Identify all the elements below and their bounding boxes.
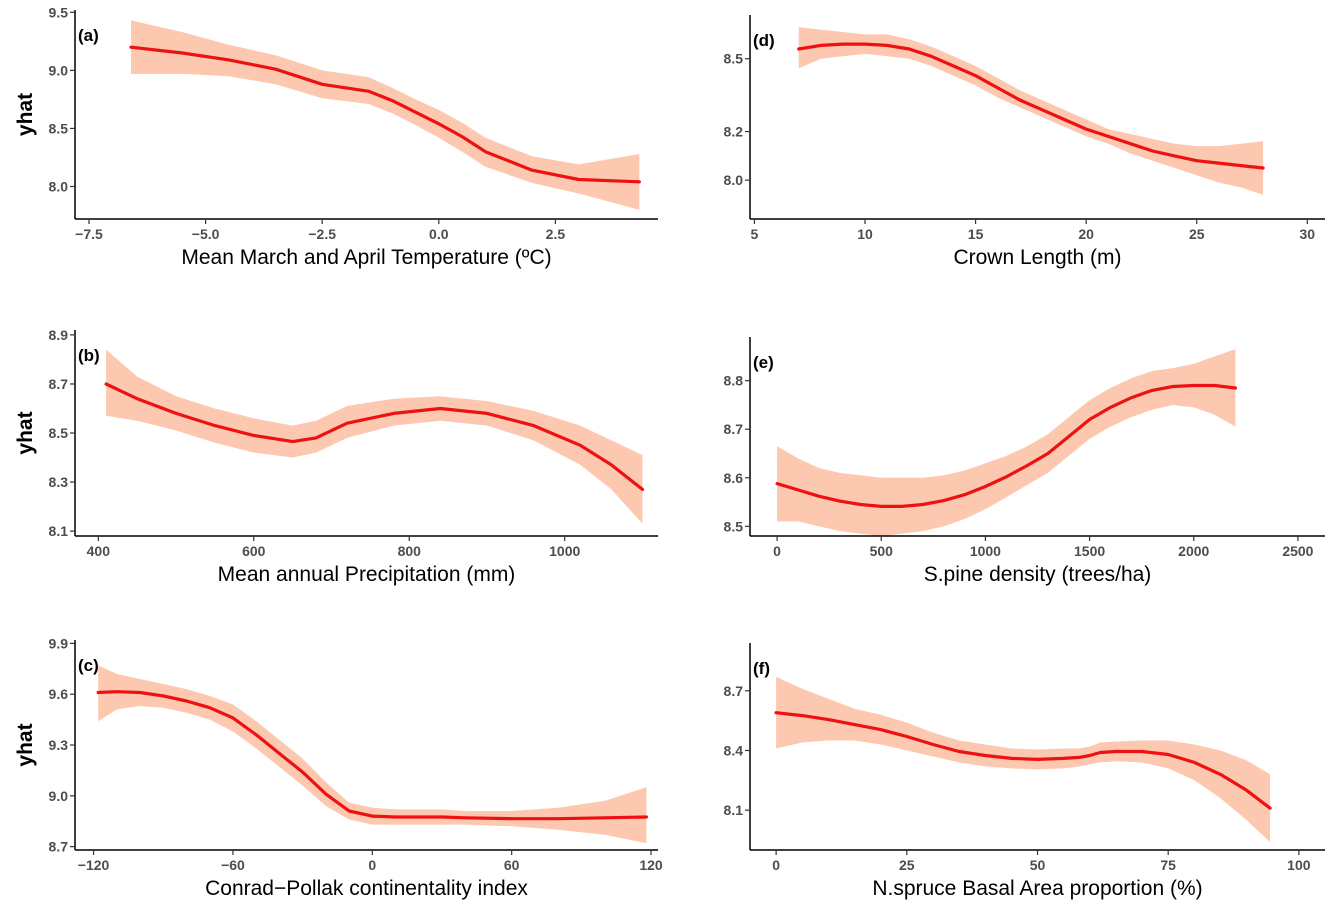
x-tick-label: 2500 bbox=[1282, 543, 1313, 559]
fit-line bbox=[96, 690, 649, 821]
y-tick-label: 8.3 bbox=[49, 474, 69, 490]
panel-e: 0 500 1000 1500 2000 2500 8.5 8.6 8.7 8.8 S.pine d… bbox=[724, 337, 1325, 586]
confidence-band bbox=[98, 665, 647, 844]
fit-line bbox=[104, 382, 645, 491]
y-tick-label: 8.0 bbox=[724, 172, 744, 188]
panel-f: 0 25 50 75 100 8.1 8.4 8.7 N.spruce Basal Area p… bbox=[724, 643, 1325, 900]
x-tick-label: −120 bbox=[78, 857, 110, 873]
y-tick-label: 8.6 bbox=[724, 470, 744, 486]
panel-label: (c) bbox=[78, 656, 99, 675]
y-tick-label: 8.1 bbox=[49, 523, 69, 539]
x-tick-label: 75 bbox=[1160, 857, 1176, 873]
x-tick-label: 10 bbox=[857, 226, 873, 242]
y-tick-label: 8.2 bbox=[724, 124, 744, 140]
y-axis-title: yhat bbox=[14, 93, 37, 136]
y-tick-label: 8.8 bbox=[724, 373, 744, 389]
fit-line bbox=[797, 42, 1265, 170]
x-tick-label: 5 bbox=[751, 226, 759, 242]
x-axis-title: Crown Length (m) bbox=[953, 246, 1121, 269]
x-tick-label: 25 bbox=[899, 857, 915, 873]
x-tick-label: 0 bbox=[772, 857, 780, 873]
x-axis-title: Mean March and April Temperature (ºC) bbox=[181, 246, 551, 269]
y-tick-label: 8.7 bbox=[724, 683, 744, 699]
x-tick-label: 800 bbox=[398, 543, 422, 559]
panel-label: (b) bbox=[78, 346, 100, 365]
x-tick-label: 100 bbox=[1287, 857, 1311, 873]
y-axis-title: yhat bbox=[14, 411, 37, 454]
panel-b: 400 600 800 1000 8.1 8.3 8.5 8.7 8.9 Mean annual … bbox=[14, 327, 658, 586]
x-tick-label: 30 bbox=[1300, 226, 1316, 242]
x-tick-label: −7.5 bbox=[75, 226, 103, 242]
x-tick-label: 20 bbox=[1078, 226, 1094, 242]
y-tick-label: 9.0 bbox=[49, 62, 69, 78]
y-tick-label: 8.7 bbox=[49, 376, 69, 392]
x-tick-label: 400 bbox=[87, 543, 111, 559]
x-tick-label: 1500 bbox=[1074, 543, 1105, 559]
fit-line bbox=[129, 45, 641, 184]
x-tick-label: 500 bbox=[870, 543, 894, 559]
confidence-band bbox=[106, 349, 643, 524]
y-tick-label: 8.7 bbox=[49, 839, 69, 855]
x-tick-label: 2.5 bbox=[546, 226, 566, 242]
y-tick-label: 8.5 bbox=[724, 51, 744, 67]
panel-label: (a) bbox=[78, 26, 99, 45]
y-tick-label: 8.5 bbox=[49, 120, 69, 136]
y-tick-label: 9.6 bbox=[49, 686, 69, 702]
panel-label: (e) bbox=[753, 353, 774, 372]
panel-a: −7.5 −5.0 −2.5 0.0 2.5 8.0 8.5 9.0 9.5 Mean March… bbox=[14, 4, 658, 269]
x-tick-label: −60 bbox=[221, 857, 245, 873]
y-tick-label: 8.7 bbox=[724, 421, 744, 437]
y-tick-label: 9.9 bbox=[49, 635, 69, 651]
x-tick-label: 600 bbox=[242, 543, 266, 559]
x-tick-label: −2.5 bbox=[308, 226, 336, 242]
confidence-band bbox=[798, 27, 1264, 195]
x-tick-label: 2000 bbox=[1178, 543, 1209, 559]
x-tick-label: 0 bbox=[368, 857, 376, 873]
confidence-band bbox=[131, 20, 640, 210]
x-tick-label: 1000 bbox=[549, 543, 580, 559]
y-tick-label: 8.1 bbox=[724, 802, 744, 818]
x-axis-title: Conrad−Pollak continentality index bbox=[205, 877, 528, 900]
panel-label: (f) bbox=[753, 659, 770, 678]
y-tick-label: 9.5 bbox=[49, 4, 69, 20]
y-axis-title: yhat bbox=[14, 723, 37, 766]
x-axis-title: S.pine density (trees/ha) bbox=[924, 563, 1152, 586]
y-tick-label: 8.9 bbox=[49, 327, 69, 343]
x-tick-label: 0.0 bbox=[429, 226, 449, 242]
x-tick-label: 0 bbox=[773, 543, 781, 559]
panel-label: (d) bbox=[753, 31, 775, 50]
x-tick-label: 15 bbox=[968, 226, 984, 242]
confidence-band bbox=[777, 349, 1236, 536]
x-tick-label: 120 bbox=[639, 857, 663, 873]
y-tick-label: 9.0 bbox=[49, 788, 69, 804]
y-tick-label: 8.5 bbox=[49, 425, 69, 441]
y-tick-label: 8.4 bbox=[724, 742, 744, 758]
fit-line bbox=[774, 711, 1272, 810]
y-tick-label: 8.5 bbox=[724, 518, 744, 534]
fit-line bbox=[775, 383, 1238, 508]
x-tick-label: 50 bbox=[1030, 857, 1046, 873]
y-tick-label: 8.0 bbox=[49, 178, 69, 194]
x-axis-title: N.spruce Basal Area proportion (%) bbox=[872, 877, 1202, 900]
x-tick-label: 60 bbox=[504, 857, 520, 873]
x-tick-label: 25 bbox=[1189, 226, 1205, 242]
panel-c: −120 −60 0 60 120 8.7 9.0 9.3 9.6 9.9 Conrad−Polla… bbox=[14, 635, 663, 900]
y-tick-label: 9.3 bbox=[49, 737, 69, 753]
x-tick-label: −5.0 bbox=[192, 226, 220, 242]
x-axis-title: Mean annual Precipitation (mm) bbox=[218, 563, 516, 586]
x-tick-label: 1000 bbox=[970, 543, 1001, 559]
panel-d: 5 10 15 20 25 30 8.0 8.2 8.5 Crown Length (m) (d) bbox=[724, 15, 1325, 269]
